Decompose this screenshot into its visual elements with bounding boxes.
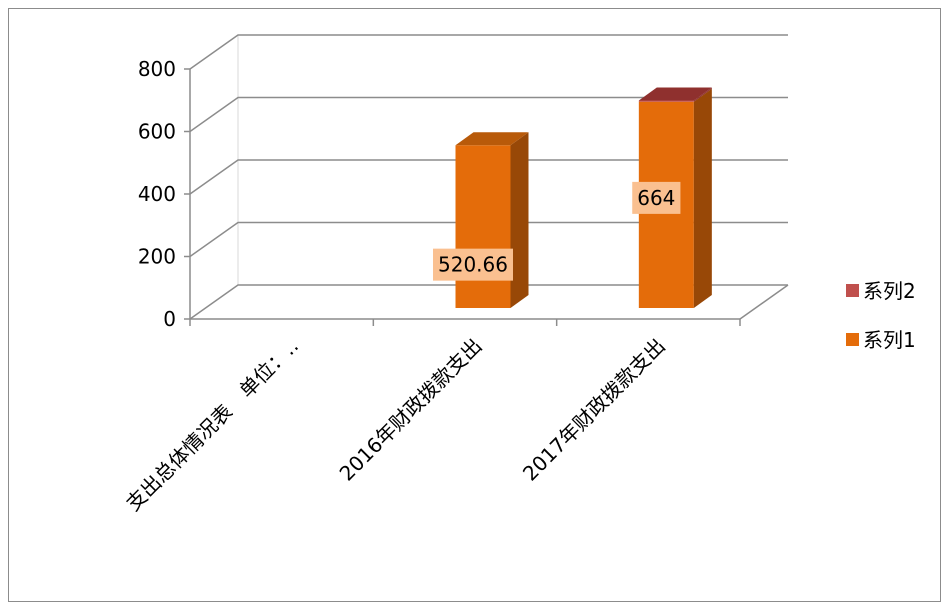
bar-series1-side bbox=[510, 132, 529, 308]
gridline bbox=[189, 159, 788, 195]
data-label-2017: 664 bbox=[632, 181, 681, 214]
legend-label-series1: 系列1 bbox=[863, 328, 916, 352]
y-tick-label: 600 bbox=[138, 120, 176, 144]
x-category-label: 2016年财政拨款支出 bbox=[335, 334, 487, 486]
data-label-value: 520.66 bbox=[438, 253, 508, 277]
gridline bbox=[189, 221, 788, 258]
y-tick-label: 0 bbox=[163, 307, 176, 331]
gridline bbox=[189, 284, 788, 320]
bar-series2-side bbox=[693, 87, 712, 102]
legend-label-series2: 系列2 bbox=[863, 279, 916, 303]
legend-swatch-series1 bbox=[846, 333, 859, 346]
data-label-bg bbox=[632, 181, 681, 214]
floor-right-edge bbox=[739, 284, 789, 320]
data-label-2016: 520.66 bbox=[433, 248, 513, 281]
data-labels: 520.66 664 bbox=[433, 181, 681, 281]
bar-series1-front bbox=[455, 145, 511, 308]
bar-series2-top bbox=[638, 87, 712, 101]
data-label-value: 664 bbox=[637, 186, 675, 210]
gridline bbox=[189, 34, 788, 70]
gridlines bbox=[189, 34, 788, 320]
legend: 系列2 系列1 bbox=[846, 279, 916, 352]
y-tick-label: 800 bbox=[138, 57, 176, 81]
x-category-label: 支出总体情况表 单位：‥ bbox=[121, 334, 303, 516]
data-label-bg bbox=[433, 248, 513, 281]
bar-series1-side bbox=[693, 88, 712, 308]
gridline bbox=[189, 96, 788, 133]
y-tick-label: 400 bbox=[138, 182, 176, 206]
x-axis-category-labels: 支出总体情况表 单位：‥ 2016年财政拨款支出 2017年财政拨款支出 bbox=[121, 334, 670, 516]
y-tick-label: 200 bbox=[138, 245, 176, 269]
bar-series2-front bbox=[638, 100, 694, 102]
x-category-label: 2017年财政拨款支出 bbox=[518, 334, 670, 486]
bar-series1-top bbox=[455, 132, 529, 146]
axis-lines bbox=[184, 68, 789, 326]
legend-swatch-series2 bbox=[846, 284, 859, 297]
y-axis-tick-labels: 0 200 400 600 800 bbox=[138, 57, 176, 331]
